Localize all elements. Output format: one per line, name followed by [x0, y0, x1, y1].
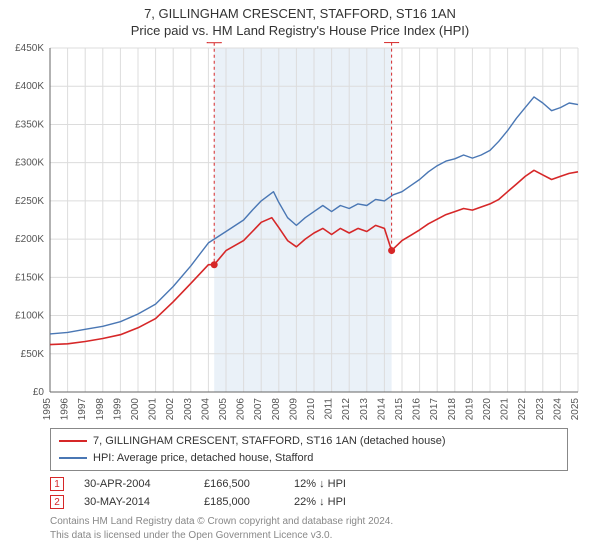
footnote: Contains HM Land Registry data © Crown c… — [50, 515, 568, 542]
svg-text:1999: 1999 — [112, 398, 123, 421]
sale-diff-2: 22% ↓ HPI — [294, 496, 404, 508]
svg-text:£350K: £350K — [15, 119, 44, 130]
svg-text:2013: 2013 — [359, 398, 370, 421]
svg-text:2003: 2003 — [183, 398, 194, 421]
legend-row-hpi: HPI: Average price, detached house, Staf… — [59, 450, 559, 467]
svg-text:2017: 2017 — [429, 398, 440, 421]
svg-text:2023: 2023 — [535, 398, 546, 421]
legend-label-property: 7, GILLINGHAM CRESCENT, STAFFORD, ST16 1… — [93, 433, 446, 450]
legend-box: 7, GILLINGHAM CRESCENT, STAFFORD, ST16 1… — [50, 428, 568, 471]
svg-text:2022: 2022 — [517, 398, 528, 421]
svg-text:£250K: £250K — [15, 196, 44, 207]
svg-text:2024: 2024 — [552, 398, 563, 421]
svg-text:2010: 2010 — [306, 398, 317, 421]
chart-container: 7, GILLINGHAM CRESCENT, STAFFORD, ST16 1… — [0, 0, 600, 560]
svg-text:1998: 1998 — [95, 398, 106, 421]
sale-price-1: £166,500 — [204, 478, 274, 490]
svg-text:2008: 2008 — [271, 398, 282, 421]
svg-text:2: 2 — [389, 42, 395, 43]
svg-text:2016: 2016 — [412, 398, 423, 421]
svg-text:2004: 2004 — [200, 398, 211, 421]
chart-area: £0 £50K £100K £150K £200K £250K £300K £350K £400… — [0, 42, 600, 422]
svg-text:1997: 1997 — [77, 398, 88, 421]
svg-text:£100K: £100K — [15, 311, 44, 322]
sale-marker-2: 2 — [50, 495, 64, 509]
footnote-line1: Contains HM Land Registry data © Crown c… — [50, 515, 568, 529]
legend-label-hpi: HPI: Average price, detached house, Staf… — [93, 450, 313, 467]
svg-text:2021: 2021 — [500, 398, 511, 421]
title-line1: 7, GILLINGHAM CRESCENT, STAFFORD, ST16 1… — [0, 0, 600, 21]
svg-text:1995: 1995 — [42, 398, 53, 421]
line-chart-svg: £0 £50K £100K £150K £200K £250K £300K £350K £400… — [0, 42, 600, 422]
svg-text:2011: 2011 — [324, 398, 335, 420]
sale-row-2: 2 30-MAY-2014 £185,000 22% ↓ HPI — [50, 493, 568, 511]
svg-text:1: 1 — [211, 42, 217, 43]
sale-diff-1: 12% ↓ HPI — [294, 478, 404, 490]
svg-text:£400K: £400K — [15, 81, 44, 92]
footnote-line2: This data is licensed under the Open Gov… — [50, 529, 568, 543]
title-line2: Price paid vs. HM Land Registry's House … — [0, 21, 600, 42]
sales-table: 1 30-APR-2004 £166,500 12% ↓ HPI 2 30-MA… — [50, 475, 568, 511]
svg-text:1996: 1996 — [60, 398, 71, 421]
svg-text:2018: 2018 — [447, 398, 458, 421]
legend-swatch-hpi — [59, 457, 87, 459]
svg-text:2005: 2005 — [218, 398, 229, 421]
sale-date-2: 30-MAY-2014 — [84, 496, 184, 508]
legend-swatch-property — [59, 440, 87, 442]
svg-text:2012: 2012 — [341, 398, 352, 421]
svg-text:£450K: £450K — [15, 43, 44, 54]
svg-text:2000: 2000 — [130, 398, 141, 421]
svg-text:£300K: £300K — [15, 158, 44, 169]
svg-text:2002: 2002 — [165, 398, 176, 421]
svg-text:£200K: £200K — [15, 234, 44, 245]
sale-marker-1: 1 — [50, 477, 64, 491]
svg-text:2020: 2020 — [482, 398, 493, 421]
svg-text:£0: £0 — [33, 387, 45, 398]
sale-date-1: 30-APR-2004 — [84, 478, 184, 490]
svg-text:2006: 2006 — [236, 398, 247, 421]
legend-row-property: 7, GILLINGHAM CRESCENT, STAFFORD, ST16 1… — [59, 433, 559, 450]
svg-text:2007: 2007 — [253, 398, 264, 421]
svg-text:2009: 2009 — [288, 398, 299, 421]
svg-text:2019: 2019 — [464, 398, 475, 421]
svg-text:£150K: £150K — [15, 272, 44, 283]
sale-price-2: £185,000 — [204, 496, 274, 508]
svg-text:2025: 2025 — [570, 398, 581, 421]
svg-text:£50K: £50K — [21, 349, 45, 360]
svg-text:2001: 2001 — [148, 398, 159, 421]
sale-row-1: 1 30-APR-2004 £166,500 12% ↓ HPI — [50, 475, 568, 493]
svg-text:2015: 2015 — [394, 398, 405, 421]
svg-text:2014: 2014 — [376, 398, 387, 421]
